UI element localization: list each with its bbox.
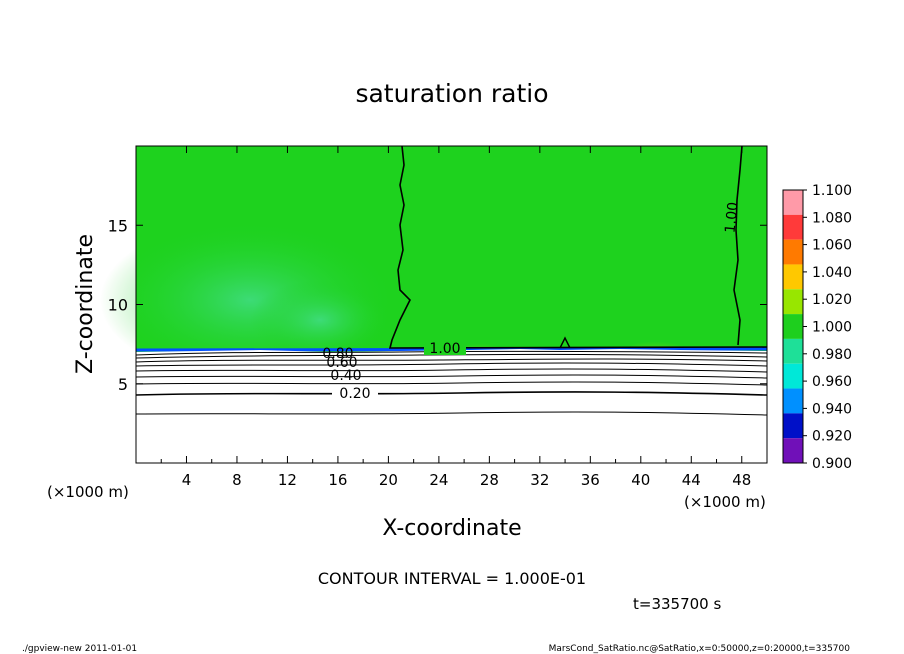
colorbar-label: 1.000 [812, 320, 852, 336]
colorbar-label: 0.940 [812, 401, 852, 417]
contour-lines [135, 145, 768, 416]
x-tick-label: 32 [530, 471, 549, 489]
x-tick-label: 28 [480, 471, 499, 489]
contour-line [135, 381, 768, 386]
y-axis-label: Z-coordinate [73, 234, 98, 374]
colorbar-label: 0.960 [812, 374, 852, 390]
cool-region [250, 280, 390, 360]
contour-line [135, 350, 768, 356]
x-tick-label: 44 [682, 471, 701, 489]
y-tick-label: 10 [108, 296, 128, 315]
colorbar-swatch [783, 314, 803, 339]
contour-label-background [424, 341, 466, 355]
contour-line [733, 145, 743, 346]
x-tick-label: 4 [182, 471, 192, 489]
x-tick-label: 48 [732, 471, 751, 489]
colorbar-label: 1.020 [812, 292, 852, 308]
x-tick-label: 16 [328, 471, 347, 489]
colorbar-label: 0.980 [812, 347, 852, 363]
plot-area: 0.80 0.60 0.40 0.20 1.00 1.00 [100, 145, 768, 464]
contour-line [135, 374, 768, 379]
colorbar-swatch [783, 214, 803, 240]
x-tick-label: 12 [278, 471, 297, 489]
x-unit-right: (×1000 m) [684, 493, 766, 511]
colorbar-swatch [783, 388, 803, 414]
colorbar-label: 1.100 [812, 183, 852, 199]
contour-label-background [332, 385, 378, 401]
contour-label: 0.20 [339, 386, 370, 402]
contour-label: 0.40 [330, 368, 361, 384]
colorbar-swatch [783, 190, 803, 215]
colorbar: 1.100 1.080 1.060 1.040 1.020 1.000 0.980 0.960… [782, 183, 852, 472]
x-tick-label: 8 [232, 471, 242, 489]
contour-line [559, 336, 571, 349]
contour-line [135, 358, 768, 363]
chart-title: saturation ratio [355, 79, 548, 108]
colorbar-label: 1.060 [812, 238, 852, 254]
y-tick-label: 5 [118, 375, 128, 394]
colorbar-swatch [783, 338, 803, 364]
colorbar-label: 0.900 [812, 456, 852, 472]
contour-label: 1.00 [429, 341, 460, 357]
below-cloud-region [136, 349, 767, 463]
colorbar-label: 1.040 [812, 265, 852, 281]
colorbar-swatch [783, 239, 803, 265]
footer-left: ./gpview-new 2011-01-01 [22, 644, 137, 654]
colorbar-swatch [783, 413, 803, 439]
time-text: t=335700 s [633, 595, 721, 613]
colorbar-swatch [783, 363, 803, 389]
colorbar-swatch [783, 438, 803, 463]
contour-label: 0.80 [322, 346, 353, 362]
x-tick-label: 24 [429, 471, 448, 489]
contour-line [135, 353, 768, 359]
contour-line [135, 362, 768, 367]
contour-label-group: 0.80 0.60 0.40 0.20 1.00 1.00 [322, 201, 741, 402]
footer-right: MarsCond_SatRatio.nc@SatRatio,x=0:50000,… [549, 644, 851, 654]
y-axis: 5 10 15 [108, 216, 767, 394]
y-tick-label: 15 [108, 216, 128, 235]
x-tick-label: 36 [581, 471, 600, 489]
contour-line [135, 368, 768, 373]
colorbar-label: 1.080 [812, 210, 852, 226]
x-tick-label: 40 [631, 471, 650, 489]
x-unit-left: (×1000 m) [47, 483, 129, 501]
x-tick-label: 20 [379, 471, 398, 489]
contour-interval-text: CONTOUR INTERVAL = 1.000E-01 [318, 569, 586, 588]
contour-line [388, 145, 768, 349]
x-axis-label: X-coordinate [382, 516, 521, 541]
contour-line [135, 411, 768, 416]
contour-line [135, 391, 768, 396]
x-axis: 4 8 12 16 20 24 28 32 36 40 44 48 [160, 146, 751, 489]
colorbar-swatch [783, 289, 803, 315]
contour-label: 1.00 [722, 201, 741, 234]
contour-label: 0.60 [326, 355, 357, 371]
colorbar-label: 0.920 [812, 429, 852, 445]
colorbar-swatch [783, 264, 803, 290]
